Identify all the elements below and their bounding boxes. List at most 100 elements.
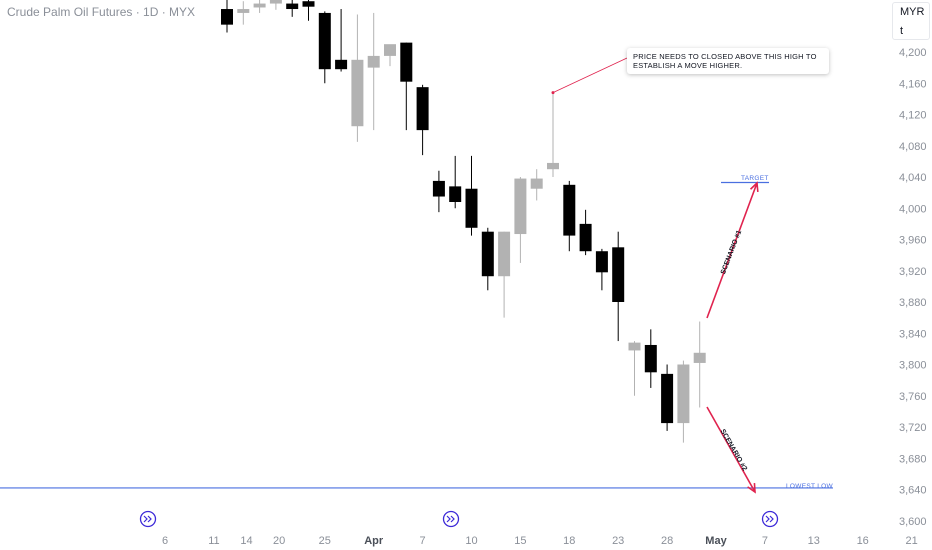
price-tick-label: 4,200: [899, 47, 927, 59]
price-tick-label: 3,720: [899, 422, 927, 434]
candle-body: [318, 12, 331, 70]
candle-body: [498, 231, 511, 277]
candle: [449, 155, 462, 209]
time-tick-label: 10: [465, 535, 477, 547]
candle-body: [221, 9, 233, 25]
price-tick-label: 3,880: [899, 297, 927, 309]
candle-body: [302, 1, 315, 7]
events-layer: [139, 510, 779, 528]
candle-body: [579, 223, 592, 252]
event-icon[interactable]: [442, 510, 460, 528]
price-tick-label: 3,800: [899, 360, 927, 372]
note-connector: [552, 57, 628, 93]
time-tick-label: 25: [319, 535, 331, 547]
candle: [367, 12, 380, 131]
price-tick-label: 4,080: [899, 141, 927, 153]
scenario2-label: SCENARIO #2: [719, 428, 748, 472]
levels-layer: [0, 181, 833, 489]
candle-body: [563, 184, 576, 236]
price-tick-label: 4,000: [899, 203, 927, 215]
price-tick-label: 4,040: [899, 172, 927, 184]
candle-body: [530, 178, 543, 189]
candle-body: [628, 342, 641, 351]
candle: [384, 44, 396, 67]
time-tick-label: 7: [762, 535, 768, 547]
candle: [661, 364, 674, 431]
candle-body: [547, 162, 559, 170]
candle: [644, 329, 657, 388]
currency-label: MYR: [900, 6, 925, 18]
candle: [335, 9, 348, 72]
candle-body: [514, 178, 527, 235]
candle-body: [481, 231, 494, 277]
candle-body: [269, 0, 282, 4]
time-tick-label: 18: [563, 535, 575, 547]
scenario1-label: SCENARIO #1: [720, 229, 743, 275]
candle: [547, 92, 559, 177]
candle-body: [335, 59, 348, 70]
time-tick-label: 13: [808, 535, 820, 547]
time-tick-label: 7: [420, 535, 426, 547]
unit-label: t: [900, 25, 904, 37]
candle: [318, 11, 331, 84]
candle: [595, 248, 608, 291]
candle: [432, 170, 445, 213]
candle: [253, 0, 266, 13]
time-tick-label: 28: [661, 535, 673, 547]
time-tick-label: 6: [162, 535, 168, 547]
candle-body: [400, 42, 413, 82]
scenario-arrows: SCENARIO #1 SCENARIO #2: [706, 181, 759, 494]
price-tick-label: 3,840: [899, 328, 927, 340]
candle-body: [253, 3, 266, 8]
annotation-note[interactable]: PRICE NEEDS TO CLOSED ABOVE THIS HIGH TO…: [627, 48, 829, 74]
candle-body: [612, 247, 625, 302]
candle: [579, 209, 592, 256]
price-tick-label: 3,760: [899, 391, 927, 403]
candle-body: [595, 251, 608, 273]
chart-title: Crude Palm Oil Futures · 1D · MYX: [7, 5, 196, 19]
price-tick-label: 3,600: [899, 516, 927, 528]
candle-body: [465, 188, 478, 228]
time-tick-label: 16: [857, 535, 869, 547]
price-tick-label: 4,120: [899, 110, 927, 122]
target-label: TARGET: [741, 175, 769, 182]
scenario1-arrow-head: [749, 181, 759, 193]
candle: [677, 360, 690, 443]
candle-body: [367, 55, 380, 68]
price-tick-label: 3,920: [899, 266, 927, 278]
price-tick-label: 4,160: [899, 78, 927, 90]
time-tick-label: Apr: [364, 535, 384, 547]
scenario2-arrow-head: [747, 482, 756, 494]
candle: [221, 0, 233, 33]
candle: [530, 169, 543, 201]
candles-layer: [221, 0, 706, 443]
candle: [628, 341, 641, 396]
event-icon[interactable]: [761, 510, 779, 528]
candle: [351, 14, 364, 142]
candle: [481, 227, 494, 291]
candle: [498, 231, 511, 318]
candle: [563, 180, 576, 252]
candle-body: [693, 352, 706, 363]
candle: [269, 0, 282, 10]
candle: [612, 231, 625, 342]
time-tick-label: 15: [514, 535, 526, 547]
candle-body: [237, 9, 250, 13]
candle: [302, 0, 315, 21]
price-tick-label: 3,680: [899, 453, 927, 465]
time-tick-label: 11: [208, 535, 219, 547]
candle-body: [286, 3, 299, 10]
currency-box[interactable]: [892, 2, 930, 40]
candle-body: [677, 364, 690, 424]
event-icon[interactable]: [139, 510, 157, 528]
candle-body: [351, 59, 364, 127]
scenario1-arrow: [706, 182, 758, 319]
time-axis[interactable]: 611142025Apr71015182328May713162126: [162, 535, 932, 547]
time-tick-label: 14: [240, 535, 252, 547]
candle-body: [661, 373, 674, 424]
scenario2-arrow: [706, 406, 756, 493]
price-tick-label: 3,640: [899, 485, 927, 497]
price-axis[interactable]: 4,200 4,160 4,120 4,080 4,040 4,000 3,960 3,920…: [899, 47, 927, 528]
price-tick-label: 3,960: [899, 235, 927, 247]
